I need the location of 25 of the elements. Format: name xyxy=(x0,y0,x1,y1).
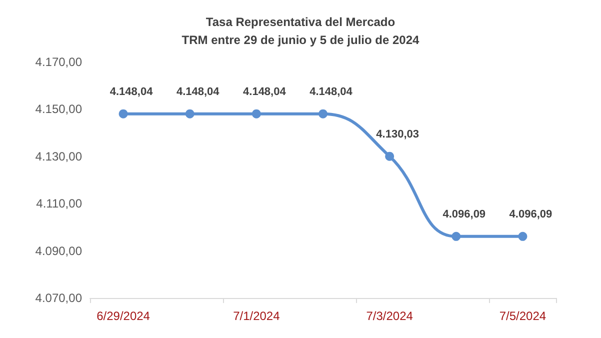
point xyxy=(118,109,128,118)
data-label: 4.130,03 xyxy=(376,128,419,140)
point xyxy=(185,109,194,118)
x-tick-label: 7/3/2024 xyxy=(366,309,414,323)
data-label: 4.148,04 xyxy=(310,86,354,98)
y-tick-label: 4.130,00 xyxy=(35,149,82,164)
data-label: 4.148,04 xyxy=(243,86,287,98)
y-tick-label: 4.170,00 xyxy=(35,55,82,69)
data-label: 4.096,09 xyxy=(442,208,486,220)
y-tick-label: 4.070,00 xyxy=(35,291,82,305)
x-tick-label: 6/29/2024 xyxy=(96,309,150,323)
point xyxy=(318,109,328,118)
point xyxy=(252,109,261,118)
data-label: 4.096,09 xyxy=(509,208,552,220)
x-tick-label: 7/5/2024 xyxy=(499,309,546,323)
y-tick-label: 4.110,00 xyxy=(36,196,82,211)
y-tick-label: 4.090,00 xyxy=(35,244,82,258)
point xyxy=(452,232,461,241)
chart-title: Tasa Representativa del Mercado TRM entre 29 de junio y 5 de julio de 2024 xyxy=(182,15,420,47)
point xyxy=(385,152,394,161)
y-tick-label: 4.150,00 xyxy=(35,102,82,116)
data-label: 4.148,04 xyxy=(176,86,220,98)
x-tick-label: 7/1/2024 xyxy=(233,309,280,323)
point xyxy=(518,232,528,241)
data-label: 4.148,04 xyxy=(110,86,154,98)
